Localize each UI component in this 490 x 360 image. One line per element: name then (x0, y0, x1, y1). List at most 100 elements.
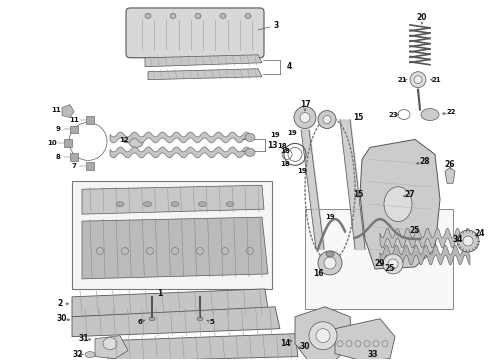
Text: 17: 17 (300, 100, 310, 109)
Text: 5: 5 (210, 319, 215, 325)
Polygon shape (380, 228, 470, 248)
Ellipse shape (383, 254, 403, 274)
Text: 12: 12 (119, 138, 129, 143)
Polygon shape (82, 217, 268, 279)
Ellipse shape (129, 138, 143, 147)
Text: 8: 8 (55, 154, 60, 160)
Polygon shape (445, 167, 455, 183)
Text: 27: 27 (405, 190, 416, 199)
Polygon shape (72, 307, 280, 337)
Polygon shape (108, 334, 298, 360)
Text: 6: 6 (138, 319, 143, 325)
Ellipse shape (324, 257, 336, 269)
Text: 15: 15 (353, 190, 363, 199)
Text: 34: 34 (453, 235, 463, 244)
Ellipse shape (463, 236, 473, 246)
Text: 30: 30 (300, 342, 310, 351)
Polygon shape (95, 336, 128, 359)
Text: 7: 7 (72, 163, 76, 169)
Polygon shape (62, 105, 74, 117)
Bar (72, 181, 272, 289)
Text: 18: 18 (280, 161, 290, 167)
Bar (64, 139, 72, 147)
Polygon shape (145, 55, 262, 67)
Ellipse shape (300, 113, 310, 122)
Ellipse shape (116, 202, 124, 207)
Text: 25: 25 (385, 265, 395, 274)
Text: 14: 14 (280, 339, 290, 348)
Ellipse shape (144, 202, 151, 207)
Polygon shape (360, 139, 440, 269)
Polygon shape (295, 307, 352, 360)
Ellipse shape (245, 13, 251, 18)
Text: 18: 18 (277, 143, 287, 149)
Text: 20: 20 (417, 13, 427, 22)
Text: 28: 28 (420, 157, 430, 166)
Ellipse shape (410, 72, 426, 87)
Ellipse shape (316, 329, 330, 343)
Ellipse shape (245, 134, 255, 141)
Text: 18: 18 (280, 148, 290, 154)
Ellipse shape (170, 13, 176, 18)
Bar (70, 153, 78, 161)
Text: 29: 29 (375, 260, 385, 269)
Text: 21: 21 (397, 77, 407, 83)
Bar (86, 116, 94, 123)
Text: 26: 26 (445, 160, 455, 169)
Ellipse shape (85, 352, 95, 357)
Polygon shape (110, 132, 250, 143)
Ellipse shape (197, 317, 203, 321)
Bar (70, 126, 78, 134)
Ellipse shape (294, 107, 316, 129)
Polygon shape (335, 319, 395, 360)
Polygon shape (148, 69, 262, 80)
Text: 11: 11 (69, 117, 79, 122)
Ellipse shape (195, 13, 201, 18)
Text: 19: 19 (297, 168, 307, 174)
Ellipse shape (318, 251, 342, 275)
Polygon shape (72, 289, 268, 317)
Text: 19: 19 (325, 214, 335, 220)
Ellipse shape (326, 251, 334, 257)
Text: 3: 3 (273, 21, 279, 30)
Text: 2: 2 (57, 299, 63, 308)
Text: 19: 19 (287, 130, 297, 136)
Text: 4: 4 (286, 62, 292, 71)
Ellipse shape (220, 13, 226, 18)
Polygon shape (380, 245, 470, 265)
Bar (305, 209, 453, 309)
Text: 22: 22 (446, 109, 456, 114)
Text: 32: 32 (73, 350, 83, 359)
Text: 10: 10 (47, 140, 57, 147)
Text: 24: 24 (475, 229, 485, 238)
Bar (86, 162, 94, 170)
Text: 25: 25 (410, 226, 420, 235)
Ellipse shape (245, 148, 255, 156)
Ellipse shape (388, 259, 398, 269)
Text: 15: 15 (353, 113, 363, 122)
FancyBboxPatch shape (126, 8, 264, 58)
Ellipse shape (226, 202, 234, 207)
Ellipse shape (318, 111, 336, 129)
Text: 21: 21 (431, 77, 441, 83)
Ellipse shape (309, 322, 337, 350)
Ellipse shape (384, 187, 412, 222)
Ellipse shape (457, 230, 479, 252)
Ellipse shape (145, 13, 151, 18)
Ellipse shape (414, 76, 422, 84)
Ellipse shape (149, 317, 155, 321)
Text: 31: 31 (79, 334, 89, 343)
Text: 1: 1 (157, 289, 163, 298)
Polygon shape (82, 185, 264, 214)
Text: 11: 11 (51, 107, 61, 113)
Ellipse shape (323, 116, 331, 123)
Text: 33: 33 (368, 350, 378, 359)
Ellipse shape (103, 338, 117, 350)
Ellipse shape (198, 202, 206, 207)
Text: 30: 30 (57, 314, 67, 323)
Text: 16: 16 (313, 269, 323, 278)
Text: 9: 9 (55, 126, 60, 132)
Ellipse shape (171, 202, 179, 207)
Polygon shape (110, 147, 250, 158)
Text: 23: 23 (388, 112, 398, 118)
